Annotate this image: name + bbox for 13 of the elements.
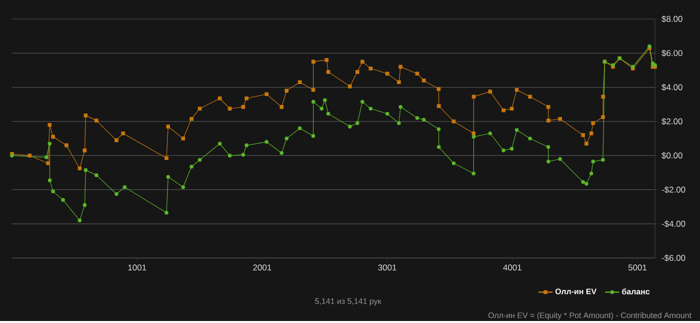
y-tick-label: $0.00 xyxy=(662,152,682,159)
y-tick-label: -$2.00 xyxy=(662,186,686,194)
x-tick-label: 2001 xyxy=(253,264,272,270)
x-tick-label: 5001 xyxy=(628,264,646,270)
y-tick-label: $4.00 xyxy=(662,84,682,91)
x-tick-label: 3001 xyxy=(378,264,396,270)
y-tick-label: $2.00 xyxy=(662,118,682,125)
x-tick-label: 1001 xyxy=(128,264,146,270)
y-tick-label: -$6.00 xyxy=(662,254,686,262)
x-tick-label: 4001 xyxy=(503,264,522,270)
y-tick-label: $8.00 xyxy=(662,16,682,22)
y-tick-label: -$4.00 xyxy=(662,220,686,228)
y-tick-label: $6.00 xyxy=(662,50,682,57)
